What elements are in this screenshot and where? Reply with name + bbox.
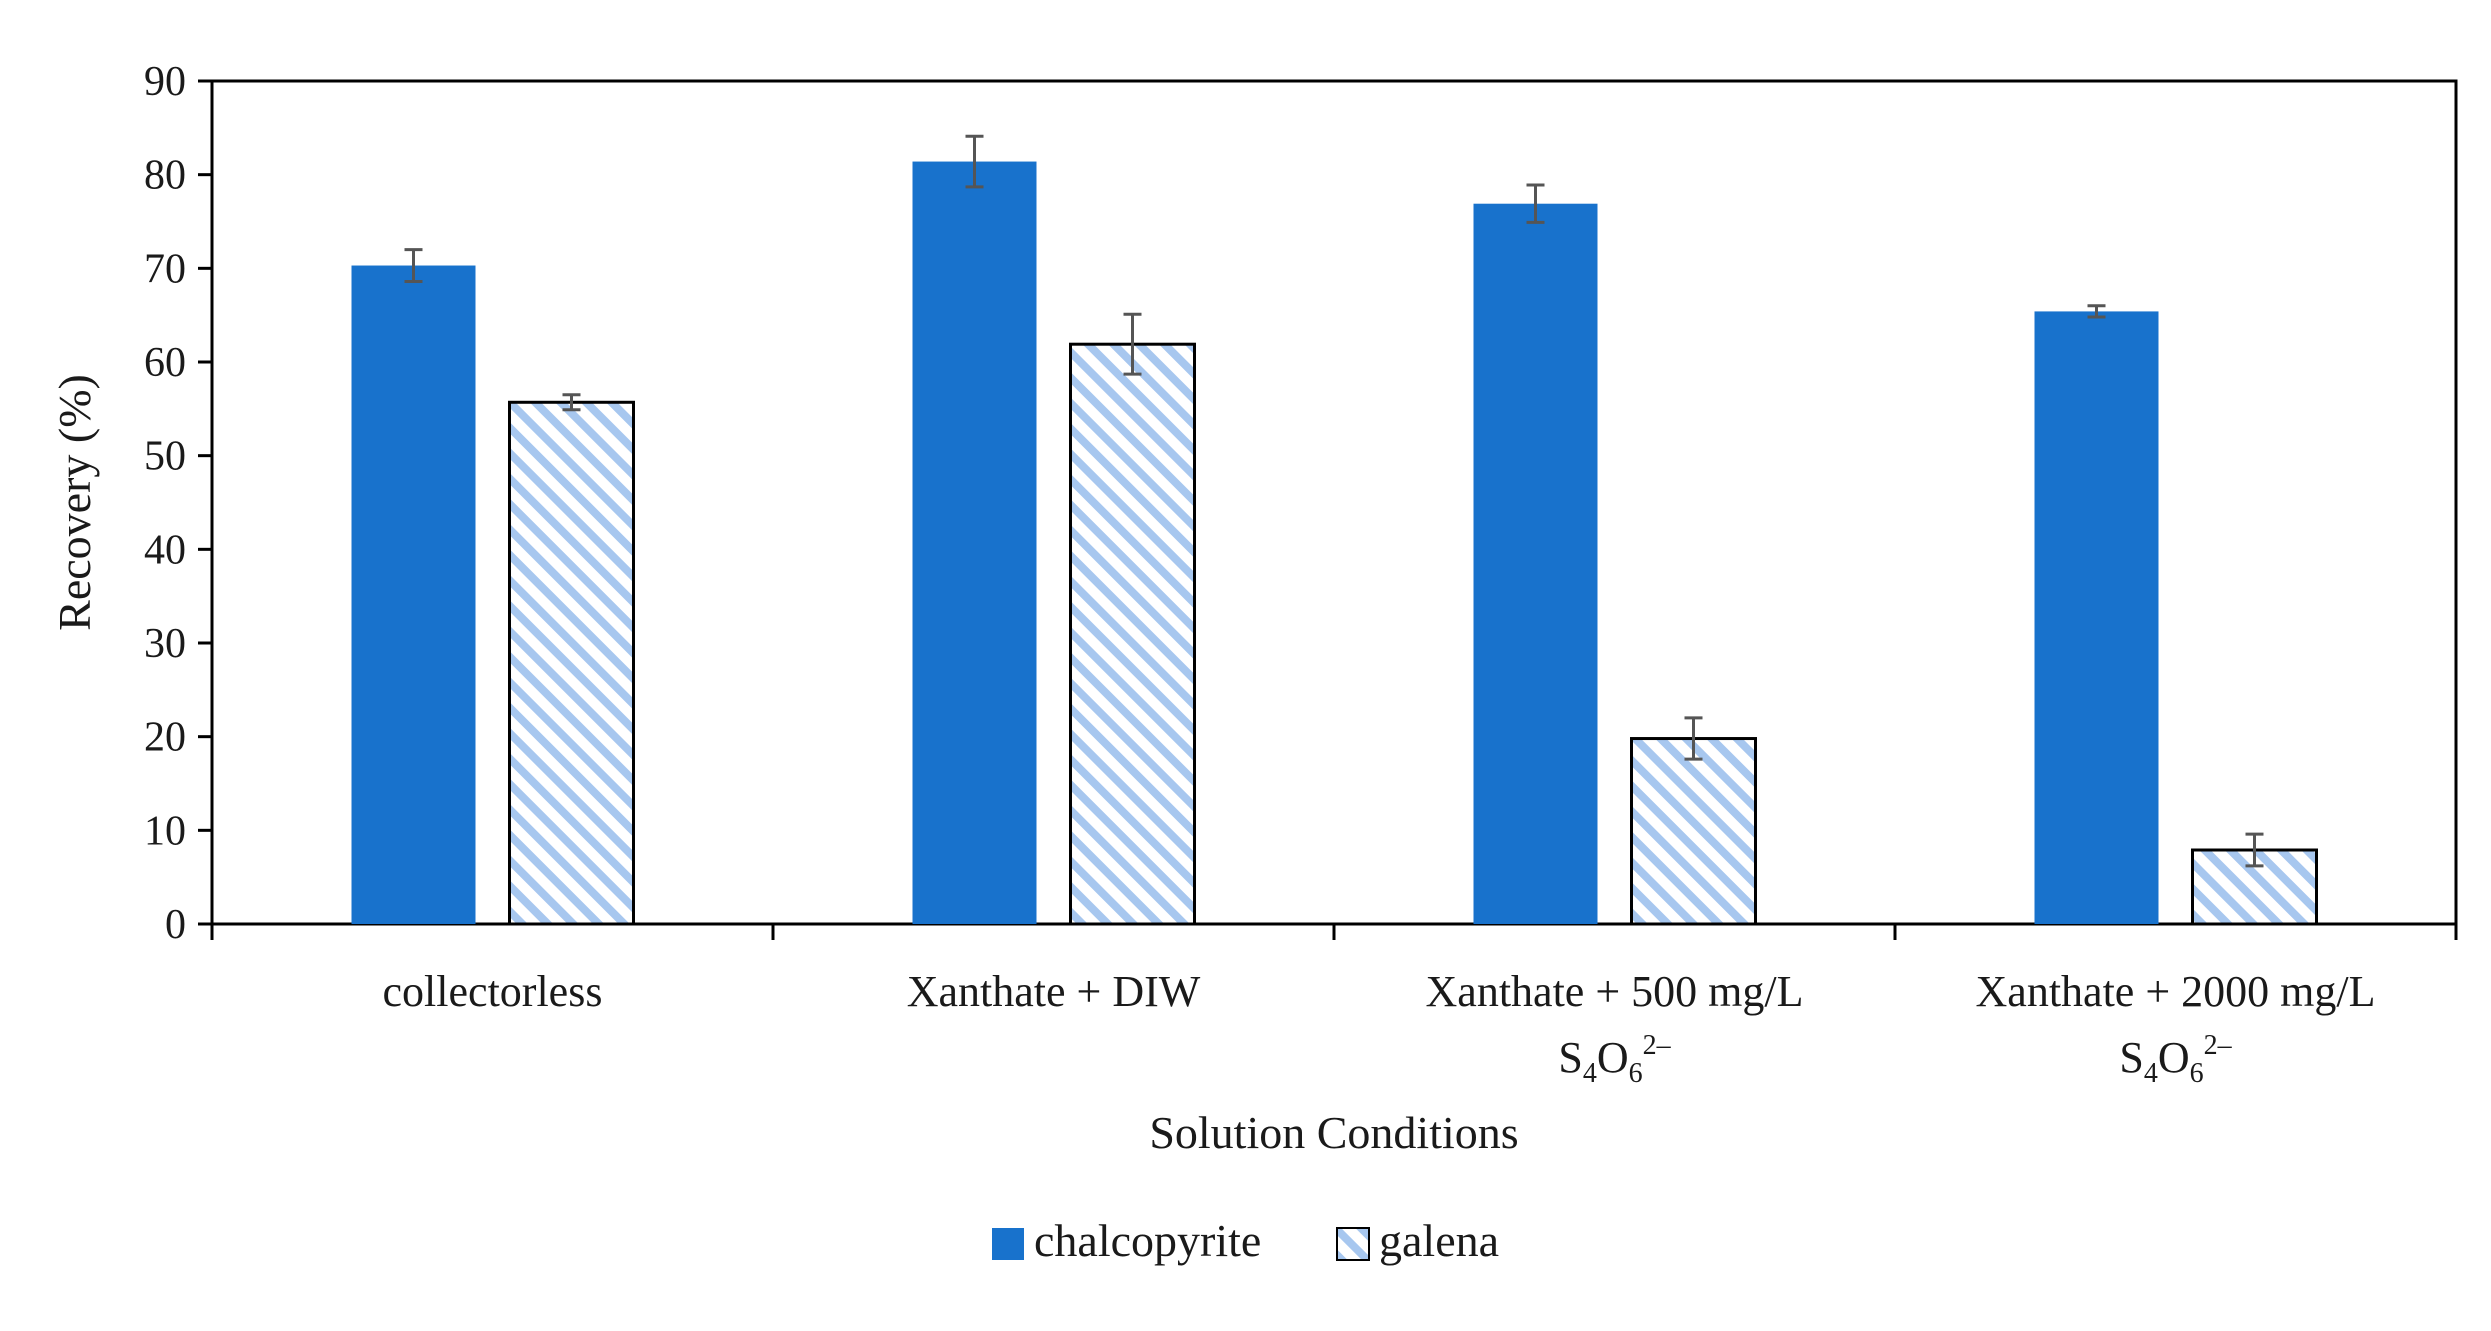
error-bar-galena-2	[1684, 716, 1703, 761]
y-tick-label: 40	[144, 527, 186, 573]
y-tick-label: 60	[144, 340, 186, 386]
bar-chalcopyrite-2	[1473, 203, 1598, 924]
x-axis-title: Solution Conditions	[1149, 1107, 1518, 1158]
y-tick-label: 20	[144, 715, 186, 761]
y-tick-label: 70	[144, 246, 186, 292]
bar-galena-2	[1630, 737, 1757, 926]
x-category-label: Xanthate + 2000 mg/L	[1976, 967, 2376, 1016]
legend-label-chalcopyrite: chalcopyrite	[1034, 1215, 1261, 1266]
error-bar-chalcopyrite-0	[404, 248, 423, 283]
x-category-label: Xanthate + 500 mg/L	[1426, 967, 1804, 1016]
legend-label-galena: galena	[1379, 1215, 1499, 1266]
y-tick-label: 90	[144, 59, 186, 105]
bar-galena-0	[508, 400, 635, 926]
y-tick-label: 0	[165, 902, 186, 948]
y-tick-label: 50	[144, 434, 186, 480]
error-bar-galena-3	[2245, 832, 2264, 868]
y-axis-title: Recovery (%)	[49, 374, 100, 631]
bar-chalcopyrite-0	[351, 265, 476, 925]
bar-galena-1	[1069, 342, 1196, 926]
x-category-label: Xanthate + DIW	[907, 967, 1201, 1016]
legend-item-chalcopyrite: chalcopyrite	[992, 1215, 1261, 1266]
bar-chalcopyrite-3	[2034, 311, 2159, 924]
x-category-formula: S4O62–	[2119, 1030, 2232, 1089]
y-tick-label: 80	[144, 153, 186, 199]
error-bar-galena-1	[1123, 312, 1142, 376]
y-tick-label: 30	[144, 621, 186, 667]
legend-item-galena: galena	[1336, 1215, 1499, 1266]
legend-swatch-chalcopyrite	[992, 1228, 1024, 1260]
error-bar-chalcopyrite-1	[965, 134, 984, 189]
legend-swatch-galena	[1336, 1227, 1370, 1261]
error-bar-chalcopyrite-2	[1526, 183, 1545, 224]
error-bar-galena-0	[562, 393, 581, 412]
y-tick-label: 10	[144, 808, 186, 854]
x-category-formula: S4O62–	[1558, 1030, 1671, 1089]
x-category-label: collectorless	[383, 967, 603, 1016]
bar-chalcopyrite-1	[912, 161, 1037, 924]
error-bar-chalcopyrite-3	[2087, 304, 2106, 319]
